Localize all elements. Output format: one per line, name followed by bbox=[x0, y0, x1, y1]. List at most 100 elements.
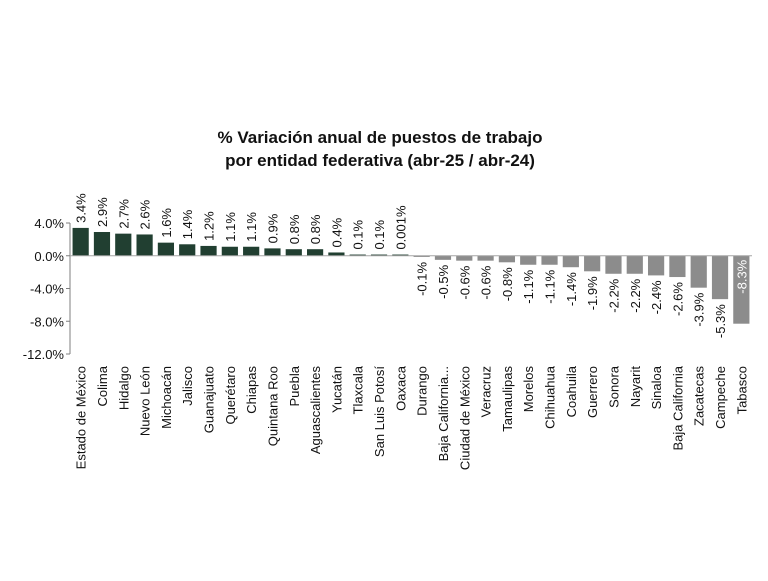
category-label: Nuevo León bbox=[138, 366, 153, 436]
chart-title-line-1: % Variación anual de puestos de trabajo bbox=[218, 128, 543, 147]
data-label: 2.9% bbox=[95, 197, 110, 227]
data-label: -0.6% bbox=[457, 265, 472, 299]
category-label: Nayarit bbox=[628, 366, 643, 408]
bar bbox=[72, 227, 89, 256]
bar bbox=[136, 234, 153, 256]
y-tick-label: -12.0% bbox=[23, 347, 65, 362]
bar bbox=[370, 254, 388, 256]
bar bbox=[93, 232, 111, 256]
category-label: Yucatán bbox=[329, 366, 344, 413]
category-label: Tamaulipas bbox=[500, 366, 515, 432]
bar bbox=[690, 255, 707, 288]
category-label: Colima bbox=[95, 365, 110, 406]
bar bbox=[562, 255, 579, 268]
data-label: -2.2% bbox=[628, 278, 643, 312]
data-label: -8.3% bbox=[734, 259, 749, 293]
bar bbox=[584, 255, 601, 272]
data-label: 1.2% bbox=[202, 211, 217, 241]
data-label: 0.1% bbox=[372, 219, 387, 249]
bar bbox=[179, 244, 196, 256]
bar bbox=[157, 242, 175, 256]
bar bbox=[541, 255, 558, 265]
bar bbox=[456, 255, 473, 261]
category-label: Jalisco bbox=[180, 366, 195, 406]
data-label: 0.4% bbox=[329, 217, 344, 247]
bar bbox=[285, 249, 302, 256]
category-label: Campeche bbox=[713, 366, 728, 429]
data-label: -3.9% bbox=[692, 292, 707, 326]
bar bbox=[349, 254, 366, 256]
bar bbox=[264, 248, 281, 256]
category-label: San Luis Potosí bbox=[372, 366, 387, 457]
data-labels: 3.4% 2.9% 2.7% 2.6% 1.6% 1.4% 1.2% 1.1% 1.1% 0.9%… bbox=[74, 193, 750, 338]
bar bbox=[498, 255, 516, 263]
data-label: -5.3% bbox=[713, 304, 728, 338]
chart-title-line-2: por entidad federativa (abr-25 / abr-24) bbox=[225, 151, 535, 170]
data-label: 1.1% bbox=[244, 212, 259, 242]
category-label: Morelos bbox=[521, 366, 536, 413]
data-label: 0.9% bbox=[265, 213, 280, 243]
category-label: Aguascalientes bbox=[308, 366, 323, 455]
bar bbox=[115, 233, 132, 256]
category-label: Michoacán bbox=[159, 366, 174, 429]
category-label: Tlaxcala bbox=[351, 365, 366, 414]
data-label: -2.2% bbox=[606, 278, 621, 312]
bar bbox=[669, 255, 686, 278]
category-label: Quintana Roo bbox=[265, 366, 280, 446]
data-label: -2.4% bbox=[649, 280, 664, 314]
category-label: Zacatecas bbox=[692, 366, 707, 426]
data-label: -0.8% bbox=[500, 267, 515, 301]
chart-title: % Variación anual de puestos de trabajo … bbox=[218, 128, 543, 170]
category-label: Chiapas bbox=[244, 366, 259, 414]
bar bbox=[392, 254, 409, 256]
data-label: -0.6% bbox=[479, 265, 494, 299]
category-label: Tabasco bbox=[734, 366, 749, 414]
bar bbox=[243, 246, 260, 256]
category-label: Veracruz bbox=[479, 366, 494, 417]
data-label: 0.1% bbox=[351, 219, 366, 249]
category-label: Coahuila bbox=[564, 365, 579, 417]
category-label: Oaxaca bbox=[393, 365, 408, 411]
bar bbox=[647, 255, 665, 276]
data-label: -1.1% bbox=[543, 269, 558, 303]
category-label: Sinaloa bbox=[649, 365, 664, 409]
data-label: 3.4% bbox=[74, 193, 89, 223]
category-label: Sonora bbox=[606, 365, 621, 408]
bar bbox=[477, 255, 494, 261]
data-label: -2.6% bbox=[670, 282, 685, 316]
bar bbox=[626, 255, 643, 274]
y-axis: 4.0% 0.0% -4.0% -8.0% -12.0% bbox=[23, 216, 71, 362]
category-label: Estado de México bbox=[74, 366, 89, 469]
category-label: Hidalgo bbox=[116, 366, 131, 410]
data-label: 1.1% bbox=[223, 212, 238, 242]
category-label: Puebla bbox=[287, 365, 302, 406]
bar bbox=[605, 255, 622, 274]
y-tick-label: -8.0% bbox=[30, 314, 64, 329]
data-label: -0.1% bbox=[415, 262, 430, 296]
data-label: -0.5% bbox=[436, 264, 451, 298]
data-label: 0.8% bbox=[308, 214, 323, 244]
bar bbox=[711, 255, 729, 300]
bar bbox=[328, 252, 345, 256]
y-tick-label: 0.0% bbox=[34, 249, 64, 264]
data-label: 1.6% bbox=[159, 208, 174, 238]
bar bbox=[200, 245, 217, 256]
category-label: Querétaro bbox=[223, 366, 238, 425]
data-label: 1.4% bbox=[180, 209, 195, 239]
category-label: Baja California bbox=[670, 365, 685, 450]
category-label: Baja California... bbox=[436, 366, 451, 461]
data-label: 0.001% bbox=[393, 205, 408, 250]
bar bbox=[733, 255, 750, 324]
y-tick-label: -4.0% bbox=[30, 282, 64, 297]
category-label: Chihuahua bbox=[543, 365, 558, 429]
category-label: Durango bbox=[415, 366, 430, 416]
data-label: 2.6% bbox=[138, 199, 153, 229]
bar bbox=[221, 246, 238, 256]
data-label: 0.8% bbox=[287, 214, 302, 244]
data-label: -1.1% bbox=[521, 269, 536, 303]
bar bbox=[520, 255, 537, 265]
category-label: Ciudad de México bbox=[457, 366, 472, 470]
data-label: 2.7% bbox=[116, 199, 131, 229]
y-tick-label: 4.0% bbox=[34, 216, 64, 231]
